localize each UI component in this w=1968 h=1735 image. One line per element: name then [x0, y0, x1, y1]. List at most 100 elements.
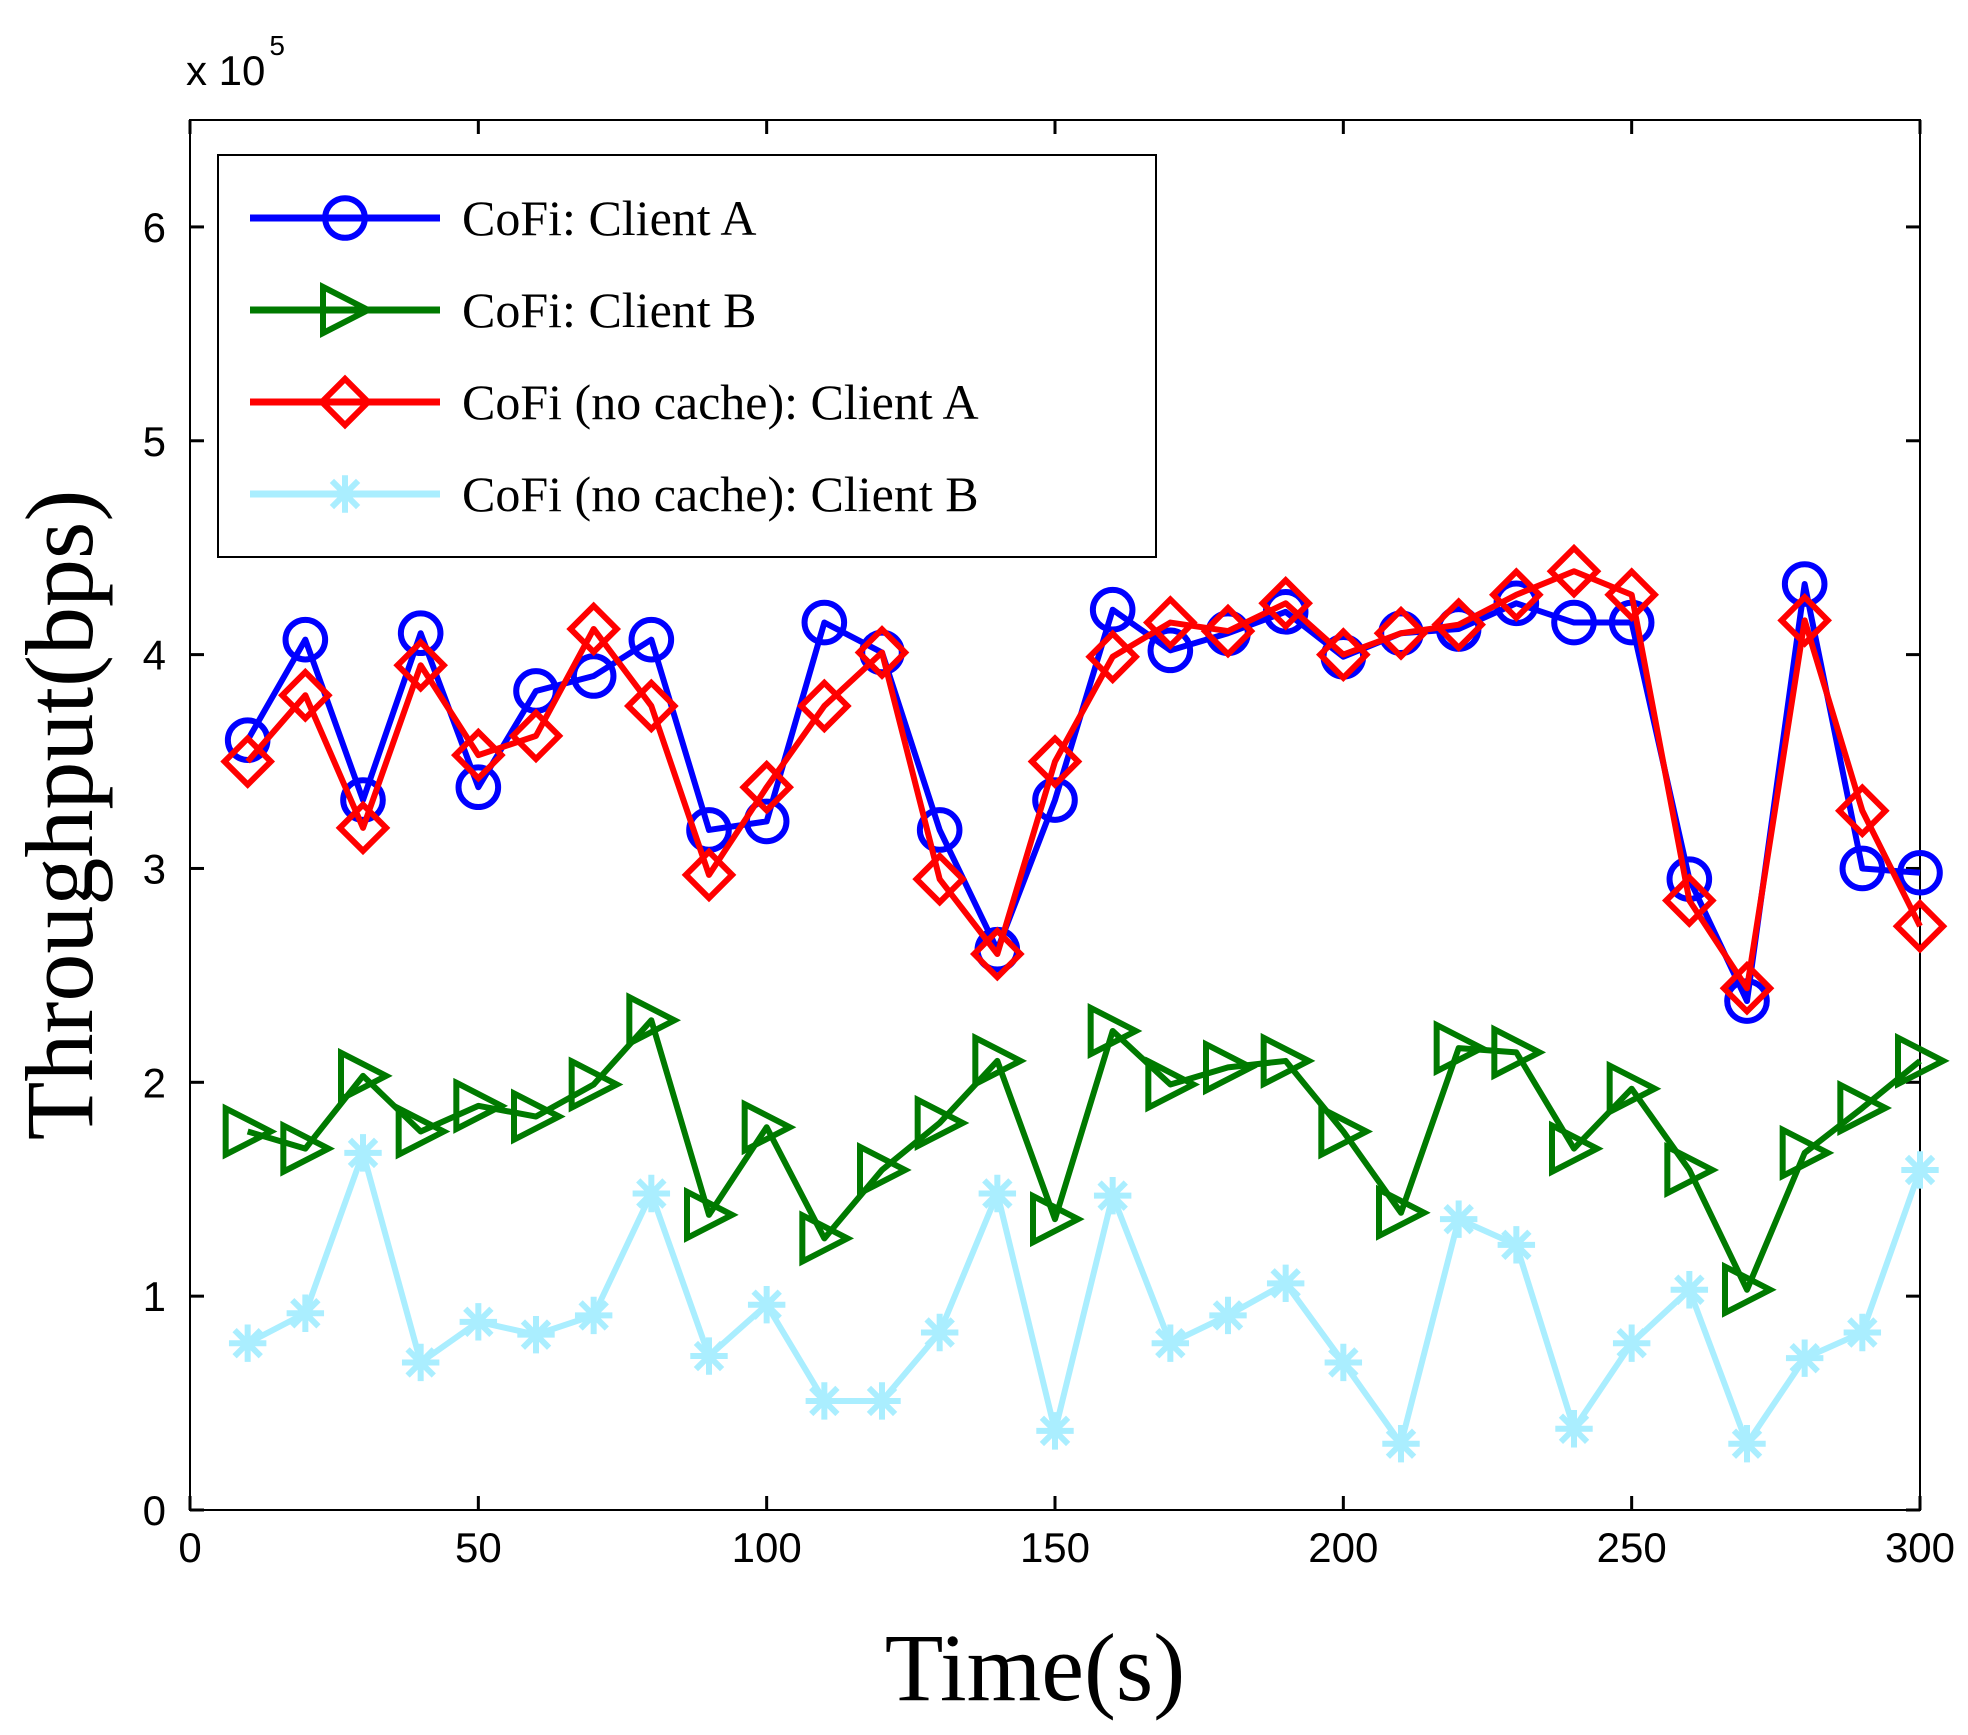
- data-point: [1546, 543, 1602, 599]
- y-tick-label: 6: [143, 204, 166, 251]
- data-point: [228, 1324, 267, 1362]
- data-point: [1145, 1056, 1201, 1113]
- data-point: [335, 800, 391, 856]
- data-point: [632, 1174, 671, 1213]
- data-point: [568, 1056, 624, 1113]
- data-point: [1664, 1141, 1720, 1198]
- data-point: [280, 1120, 336, 1177]
- data-point: [1839, 845, 1886, 892]
- series-line: [245, 568, 1923, 992]
- data-point: [978, 1174, 1017, 1213]
- y-axis-label: Throughput(bps): [6, 490, 113, 1141]
- data-point: [857, 1141, 912, 1198]
- data-point: [1895, 1032, 1950, 1089]
- data-point: [1837, 1079, 1893, 1136]
- data-point: [1549, 1120, 1604, 1177]
- x-axis-label: Time(s): [885, 1614, 1186, 1721]
- data-point: [1834, 783, 1890, 839]
- legend-entry: CoFi: Client B: [250, 281, 757, 339]
- legend-label: CoFi (no cache): Client B: [462, 466, 979, 522]
- data-point: [801, 599, 848, 646]
- legend-label: CoFi (no cache): Client A: [462, 374, 979, 430]
- data-point: [393, 637, 449, 693]
- data-point: [1258, 575, 1314, 631]
- data-point: [395, 1103, 451, 1160]
- data-point: [508, 708, 564, 764]
- legend-entry: CoFi (no cache): Client A: [250, 374, 979, 430]
- data-point: [1032, 777, 1078, 823]
- data-point: [1606, 1060, 1662, 1117]
- data-point: [916, 807, 963, 853]
- data-point: [681, 847, 737, 903]
- data-point: [1892, 898, 1948, 954]
- data-point: [747, 1286, 786, 1324]
- data-point: [1439, 1200, 1478, 1238]
- data-point: [1779, 1124, 1835, 1181]
- data-point: [397, 610, 444, 657]
- legend-label: CoFi: Client A: [462, 190, 757, 246]
- data-point: [1551, 599, 1597, 646]
- data-point: [1087, 1002, 1143, 1059]
- data-point: [1661, 873, 1717, 928]
- data-point: [1376, 1184, 1431, 1241]
- data-point: [1324, 1343, 1363, 1382]
- data-point: [338, 1047, 393, 1104]
- series-line: [246, 1149, 1923, 1447]
- series-2: [222, 992, 1950, 1318]
- plot-area-frame: [189, 119, 1921, 1511]
- data-point: [1431, 597, 1487, 653]
- x-tick-label: 300: [1885, 1524, 1955, 1571]
- data-point: [805, 1382, 844, 1420]
- y-tick-label: 1: [143, 1273, 166, 1320]
- data-point: [574, 1296, 613, 1335]
- x-tick-labels: 0 50 100 150 200 250 300: [178, 1524, 1955, 1571]
- data-point: [1722, 1261, 1777, 1318]
- data-point: [1209, 1296, 1247, 1335]
- data-point: [1719, 960, 1775, 1016]
- x-tick-label: 150: [1020, 1524, 1090, 1571]
- x-tick-label: 50: [455, 1524, 502, 1571]
- data-point: [623, 678, 679, 734]
- data-point: [1897, 849, 1943, 896]
- data-point: [1151, 1324, 1190, 1362]
- data-point: [1555, 1410, 1593, 1448]
- legend-marker: [320, 281, 375, 339]
- data-point: [1093, 1176, 1132, 1215]
- legend-marker: [317, 374, 373, 430]
- y-exponent-power: 5: [269, 30, 285, 61]
- data-point: [799, 1210, 855, 1267]
- y-tick-labels: 0 1 2 3 4 5 6: [143, 204, 166, 1534]
- data-point: [286, 1294, 325, 1332]
- data-point: [796, 678, 852, 734]
- data-point: [1604, 567, 1660, 623]
- data-point: [453, 1077, 509, 1134]
- data-point: [566, 601, 622, 657]
- data-point: [222, 1103, 278, 1160]
- data-point: [972, 1032, 1028, 1089]
- data-point: [450, 727, 506, 783]
- y-tick-label: 3: [143, 845, 166, 892]
- x-tick-label: 250: [1597, 1524, 1667, 1571]
- x-tick-label: 0: [178, 1524, 201, 1571]
- y-tick-label: 2: [143, 1059, 166, 1106]
- data-point: [344, 1134, 382, 1172]
- data-point: [914, 1094, 970, 1151]
- data-point: [220, 734, 276, 789]
- data-point: [1491, 1024, 1547, 1081]
- data-point: [854, 625, 910, 680]
- legend-entry: CoFi: Client A: [250, 190, 757, 246]
- data-point: [459, 1303, 498, 1341]
- data-point: [511, 1088, 566, 1145]
- data-point: [628, 616, 675, 663]
- legend-box: [217, 154, 1157, 558]
- data-point: [1777, 593, 1833, 648]
- data-point: [969, 926, 1025, 982]
- series-1: [224, 561, 1943, 1024]
- data-point: [1488, 567, 1544, 623]
- series-line: [246, 1017, 1922, 1293]
- data-point: [1027, 734, 1083, 789]
- data-point: [1433, 1020, 1489, 1077]
- data-point: [1785, 1339, 1824, 1377]
- data-point: [282, 616, 329, 663]
